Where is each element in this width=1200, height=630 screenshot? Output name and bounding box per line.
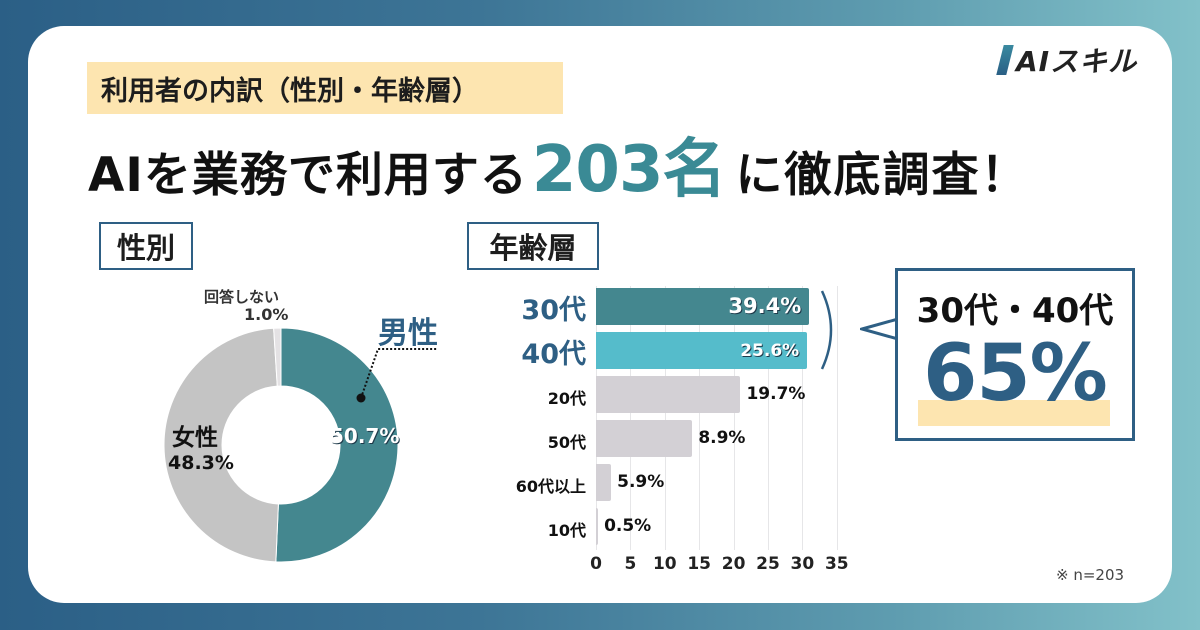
- callout-pointer-icon: [860, 317, 900, 341]
- page-title: AIを業務で利用する 203名 に徹底調査！: [88, 118, 1029, 207]
- bar-value-label: 0.5%: [604, 516, 652, 536]
- category-label: 10代: [547, 521, 586, 540]
- subtitle-banner: 利用者の内訳（性別・年齢層）: [87, 62, 563, 114]
- brand-logo: AIスキル: [996, 42, 1138, 78]
- gender-donut-chart: [163, 327, 399, 563]
- age-bar-chart: 0 5 10 15 20 25 30 35 30代 39.4% 40代 25.6% 20代 19.7% 50…: [470, 282, 870, 582]
- donut-slice-no-answer: [273, 327, 282, 387]
- bar-value-label: 39.4%: [728, 294, 802, 318]
- donut-slice-male: [275, 327, 399, 563]
- male-leader-line: [356, 348, 438, 403]
- gridline: [664, 286, 666, 550]
- x-tick-label: 30: [790, 554, 815, 574]
- category-label: 20代: [547, 389, 586, 408]
- bar: [596, 376, 741, 413]
- headline-prefix: AIを業務で利用する: [88, 148, 528, 203]
- category-label: 50代: [547, 433, 586, 452]
- gridline: [630, 286, 632, 550]
- gridline: [596, 286, 597, 550]
- x-tick-label: 10: [652, 554, 677, 574]
- headline-suffix: に徹底調査！: [735, 148, 1030, 203]
- bar-value-label: 8.9%: [698, 428, 746, 448]
- female-pct: 48.3%: [168, 452, 234, 474]
- male-pct: 50.7%: [330, 424, 400, 448]
- x-tick-label: 35: [824, 554, 849, 574]
- gridline: [802, 286, 804, 550]
- female-label: 女性: [172, 425, 218, 451]
- bracket-icon: [820, 290, 833, 370]
- section-label-age: 年齢層: [467, 222, 599, 270]
- section-label-gender: 性別: [99, 222, 193, 270]
- bar-value-label: 5.9%: [617, 472, 665, 492]
- bar-value-label: 19.7%: [746, 384, 806, 404]
- bar: [596, 464, 612, 501]
- male-label: 男性: [378, 316, 438, 351]
- category-label: 60代以上: [515, 477, 586, 496]
- sample-size-note: ※ n=203: [1056, 566, 1125, 584]
- headline-number: 203名: [531, 133, 727, 207]
- callout-box: 30代・40代 65%: [895, 268, 1135, 441]
- donut-slice-female: [163, 327, 279, 563]
- callout-highlight: [918, 400, 1110, 426]
- gridline: [733, 286, 735, 550]
- gridline: [699, 286, 701, 550]
- gridline: [768, 286, 769, 550]
- bar: [596, 508, 599, 545]
- callout-value: 65%: [923, 329, 1108, 419]
- bar-value-label: 25.6%: [740, 341, 800, 361]
- no-answer-label: 回答しない: [204, 288, 280, 306]
- callout-title: 30代・40代: [916, 291, 1114, 331]
- gridline: [836, 286, 838, 550]
- bar: [596, 288, 810, 325]
- category-label: 30代: [521, 295, 586, 326]
- x-tick-label: 20: [721, 554, 746, 574]
- x-tick-label: 15: [687, 554, 712, 574]
- bar: [596, 332, 808, 369]
- x-tick-label: 5: [624, 554, 637, 574]
- x-tick-label: 25: [756, 554, 780, 574]
- no-answer-pct: 1.0%: [244, 305, 289, 324]
- logo-text: AIスキル: [1016, 45, 1138, 78]
- x-tick-label: 0: [590, 554, 602, 574]
- category-label: 40代: [521, 339, 586, 370]
- bar: [596, 420, 693, 457]
